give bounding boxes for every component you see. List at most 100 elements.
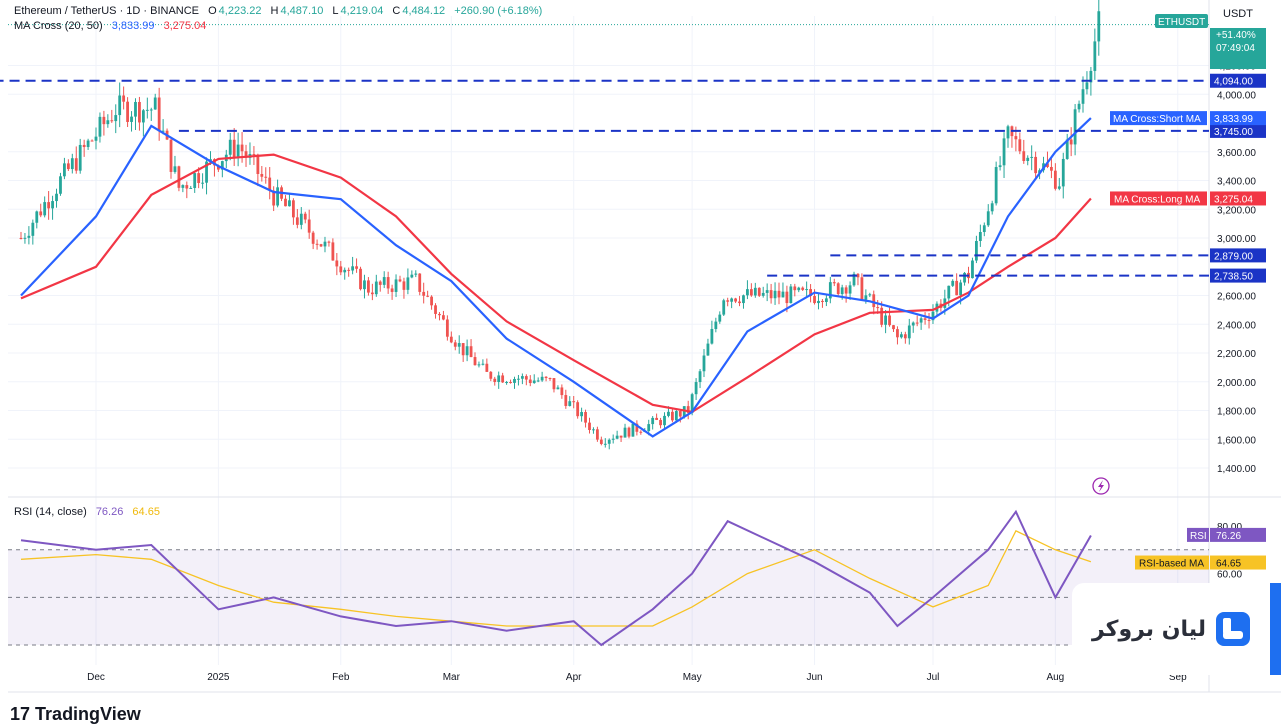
candle-body xyxy=(410,274,414,278)
candle-body xyxy=(402,281,406,290)
candle-body xyxy=(378,281,382,285)
candle-body xyxy=(1034,156,1038,174)
candle-body xyxy=(406,277,410,290)
candle-body xyxy=(363,280,366,290)
candle-body xyxy=(813,296,816,304)
low-value: 4,219.04 xyxy=(340,5,384,17)
candle-body xyxy=(39,211,43,216)
ma-long-label-bg xyxy=(1110,191,1207,206)
candle-body xyxy=(110,120,114,122)
candle-body xyxy=(256,154,260,174)
candle-body xyxy=(177,166,181,188)
candle-body xyxy=(501,375,505,383)
candle-body xyxy=(959,282,963,296)
candle-body xyxy=(78,144,82,171)
symbol-title[interactable]: Ethereum / TetherUS · 1D · BINANCE xyxy=(14,5,200,17)
rsi-ma-tag-bg xyxy=(1210,555,1266,570)
candle-body xyxy=(335,260,339,267)
candle-body xyxy=(856,273,860,278)
candle-body xyxy=(276,187,280,206)
broker-logo-icon xyxy=(1216,612,1251,646)
candle-body xyxy=(86,140,90,148)
candle-body xyxy=(59,176,62,194)
candle-body xyxy=(548,378,552,380)
candle-body xyxy=(663,415,666,426)
candle-body xyxy=(461,343,465,356)
candle-body xyxy=(430,296,433,306)
candle-body xyxy=(911,322,915,326)
lightning-icon xyxy=(1092,477,1110,495)
candle-body xyxy=(777,290,781,298)
candle-body xyxy=(323,241,327,247)
ma-short-line xyxy=(20,117,1092,438)
candle-body xyxy=(955,280,959,296)
candle-body xyxy=(564,395,568,406)
candle-body xyxy=(603,443,607,445)
candle-body xyxy=(1077,103,1081,110)
price-tick-label: 1,600.00 xyxy=(1217,435,1256,446)
time-tick-label: Sep xyxy=(1169,672,1187,683)
candle-body xyxy=(398,279,402,282)
broker-watermark: لیان بروکر xyxy=(1072,583,1270,675)
candle-body xyxy=(422,291,426,296)
candle-body xyxy=(90,140,94,142)
candle-body xyxy=(907,325,911,339)
price-tick-label: 2,000.00 xyxy=(1217,378,1256,389)
currency-label[interactable]: USDT xyxy=(1223,8,1253,20)
close-label: C xyxy=(392,5,401,17)
candle-body xyxy=(832,282,836,284)
last-price-tag-bg xyxy=(1210,28,1266,69)
ma-cross-legend[interactable]: MA Cross (20, 50) 3,833.99 3,275.04 xyxy=(14,20,208,32)
candle-body xyxy=(465,346,469,356)
rsi-tag-bg xyxy=(1210,527,1266,542)
candle-body xyxy=(864,295,868,300)
candle-body xyxy=(607,439,611,444)
time-tick-label: 2025 xyxy=(207,672,230,683)
candle-body xyxy=(615,435,619,439)
ma-cross-label: MA Cross (20, 50) xyxy=(14,20,103,32)
price-level-value: 3,745.00 xyxy=(1214,127,1253,138)
candle-body xyxy=(434,305,437,314)
candle-body xyxy=(236,144,240,158)
candle-body xyxy=(216,165,220,170)
rsi-legend[interactable]: RSI (14, close) 76.26 64.65 xyxy=(14,506,162,518)
candle-body xyxy=(228,139,232,155)
price-level-tag xyxy=(1210,248,1266,263)
candle-body xyxy=(130,116,133,122)
ma-short-tag: 3,833.99 xyxy=(1214,114,1253,125)
tradingview-brand: TradingView xyxy=(35,704,141,724)
candle-body xyxy=(710,329,714,344)
candle-body xyxy=(765,290,769,293)
rsi-ma-tag: 64.65 xyxy=(1216,559,1241,570)
candle-body xyxy=(426,295,430,297)
candle-body xyxy=(509,382,512,384)
candle-body xyxy=(102,116,106,125)
watermark-accent-bar xyxy=(1270,583,1281,675)
candle-body xyxy=(572,401,576,403)
candle-body xyxy=(94,136,98,141)
candle-body xyxy=(742,295,745,304)
candle-body xyxy=(773,290,777,299)
candle-body xyxy=(951,280,955,286)
candle-body xyxy=(876,307,880,309)
rsi-line xyxy=(20,509,1092,647)
candle-body xyxy=(442,315,445,320)
candle-body xyxy=(738,301,741,304)
ma-long-label: MA Cross:Long MA xyxy=(1114,194,1200,205)
candle-body xyxy=(370,292,374,295)
candle-body xyxy=(1006,126,1010,139)
high-value: 4,487.10 xyxy=(280,5,324,17)
candle-body xyxy=(627,427,631,437)
candle-body xyxy=(126,101,129,122)
candle-body xyxy=(201,182,204,184)
candle-body xyxy=(1050,166,1053,171)
candle-body xyxy=(678,411,682,417)
candle-body xyxy=(418,273,422,292)
candle-body xyxy=(714,321,718,330)
ma-long-value: 3,275.04 xyxy=(163,20,207,32)
ma-short-label-bg xyxy=(1110,111,1207,126)
candle-body xyxy=(138,101,141,123)
candle-body xyxy=(520,376,524,379)
candle-body xyxy=(232,139,236,158)
